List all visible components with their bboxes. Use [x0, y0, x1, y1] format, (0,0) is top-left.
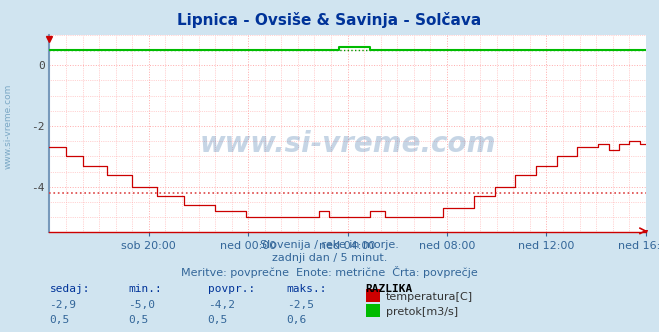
- Text: zadnji dan / 5 minut.: zadnji dan / 5 minut.: [272, 253, 387, 263]
- Text: maks.:: maks.:: [287, 284, 327, 294]
- Text: Slovenija / reke in morje.: Slovenija / reke in morje.: [260, 240, 399, 250]
- Text: temperatura[C]: temperatura[C]: [386, 292, 473, 302]
- Text: min.:: min.:: [129, 284, 162, 294]
- Text: 0,5: 0,5: [129, 315, 149, 325]
- Text: www.si-vreme.com: www.si-vreme.com: [200, 129, 496, 157]
- Text: -2,5: -2,5: [287, 300, 314, 310]
- Text: Meritve: povprečne  Enote: metrične  Črta: povprečje: Meritve: povprečne Enote: metrične Črta:…: [181, 266, 478, 278]
- Text: sedaj:: sedaj:: [49, 284, 90, 294]
- Text: -5,0: -5,0: [129, 300, 156, 310]
- Text: 0,5: 0,5: [49, 315, 70, 325]
- Text: -2,9: -2,9: [49, 300, 76, 310]
- Text: pretok[m3/s]: pretok[m3/s]: [386, 307, 457, 317]
- Text: -4,2: -4,2: [208, 300, 235, 310]
- Text: povpr.:: povpr.:: [208, 284, 255, 294]
- Text: Lipnica - Ovsiše & Savinja - Solčava: Lipnica - Ovsiše & Savinja - Solčava: [177, 12, 482, 28]
- Text: 0,5: 0,5: [208, 315, 228, 325]
- Text: www.si-vreme.com: www.si-vreme.com: [3, 83, 13, 169]
- Text: RAZLIKA: RAZLIKA: [366, 284, 413, 294]
- Text: 0,6: 0,6: [287, 315, 307, 325]
